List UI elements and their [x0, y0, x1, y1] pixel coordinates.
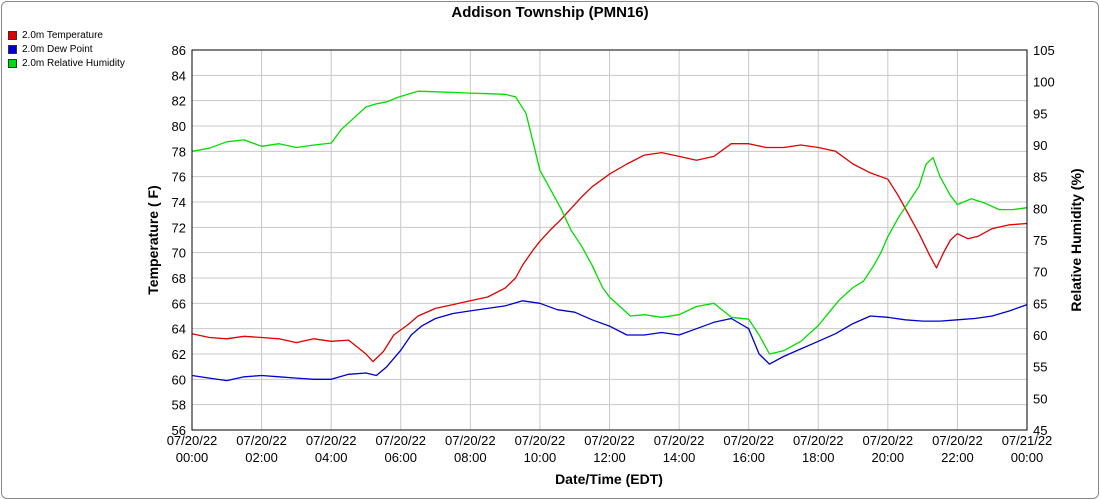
- x-tick-label-date: 07/20/22: [515, 433, 566, 448]
- x-tick-label-date: 07/20/22: [863, 433, 914, 448]
- x-tick-label-date: 07/20/22: [236, 433, 287, 448]
- x-tick-label-date: 07/20/22: [167, 433, 218, 448]
- y-tick-label-right: 65: [1033, 296, 1047, 311]
- x-tick-label-date: 07/21/22: [1002, 433, 1053, 448]
- x-tick-label-time: 04:00: [315, 450, 348, 465]
- y-tick-label-left: 58: [172, 398, 186, 413]
- x-axis-title: Date/Time (EDT): [555, 471, 663, 487]
- y-tick-label-left: 74: [172, 195, 186, 210]
- y-tick-label-left: 60: [172, 372, 186, 387]
- grid-lines: [191, 49, 1028, 431]
- y-tick-label-right: 80: [1033, 201, 1047, 216]
- x-tick-label-time: 16:00: [732, 450, 765, 465]
- chart-title: Addison Township (PMN16): [451, 4, 649, 21]
- x-tick-label-time: 08:00: [454, 450, 487, 465]
- x-tick-label-time: 22:00: [941, 450, 974, 465]
- x-tick-label-time: 12:00: [593, 450, 626, 465]
- series-line-temperature: [191, 143, 1028, 363]
- x-tick-label-time: 00:00: [1011, 450, 1044, 465]
- y-axis-title-left: Temperature ( F): [145, 185, 161, 294]
- series-lines: [191, 90, 1028, 382]
- legend-label-dew-point: 2.0m Dew Point: [22, 43, 93, 55]
- x-tick-label-time: 14:00: [663, 450, 696, 465]
- legend-swatch-temperature: [8, 30, 17, 40]
- y-tick-label-right: 60: [1033, 328, 1047, 343]
- x-tick-label-date: 07/20/22: [932, 433, 983, 448]
- y-tick-label-right: 85: [1033, 170, 1047, 185]
- y-tick-label-left: 62: [172, 347, 186, 362]
- y-tick-label-left: 68: [172, 271, 186, 286]
- y-tick-label-right: 100: [1033, 75, 1055, 90]
- x-tick-label-date: 07/20/22: [793, 433, 844, 448]
- legend-label-temperature: 2.0m Temperature: [22, 29, 103, 41]
- legend-item-dew-point: 2.0m Dew Point: [8, 42, 125, 56]
- x-tick-label-date: 07/20/22: [584, 433, 635, 448]
- x-tick-label-time: 00:00: [176, 450, 209, 465]
- x-tick-label-time: 06:00: [384, 450, 417, 465]
- plot-area-border: [191, 49, 1028, 431]
- y-tick-label-right: 70: [1033, 265, 1047, 280]
- legend-item-relative-humidity: 2.0m Relative Humidity: [8, 56, 125, 70]
- series-line-dew-point: [191, 300, 1028, 382]
- y-tick-label-left: 64: [172, 322, 186, 337]
- y-tick-label-right: 90: [1033, 138, 1047, 153]
- y-tick-label-left: 84: [172, 68, 186, 83]
- y-tick-label-right: 105: [1033, 43, 1055, 58]
- x-tick-label-date: 07/20/22: [306, 433, 357, 448]
- legend-label-relative-humidity: 2.0m Relative Humidity: [22, 57, 125, 69]
- x-tick-label-date: 07/20/22: [375, 433, 426, 448]
- legend-item-temperature: 2.0m Temperature: [8, 28, 125, 42]
- x-tick-label-time: 20:00: [872, 450, 905, 465]
- series-line-relative-humidity: [191, 90, 1028, 355]
- y-tick-label-left: 82: [172, 94, 186, 109]
- y-tick-label-left: 56: [172, 423, 186, 438]
- y-tick-label-left: 80: [172, 119, 186, 134]
- x-tick-label-time: 18:00: [802, 450, 835, 465]
- y-tick-label-left: 66: [172, 296, 186, 311]
- y-tick-label-left: 78: [172, 144, 186, 159]
- x-tick-label-date: 07/20/22: [445, 433, 496, 448]
- tick-labels: 56 58 60 62 64 66 68 70 72 74 76 78 80 82 84 86 45 50 55 60…: [167, 43, 1055, 465]
- y-tick-label-right: 95: [1033, 106, 1047, 121]
- y-tick-label-left: 76: [172, 170, 186, 185]
- y-axis-title-right: Relative Humidity (%): [1068, 168, 1084, 311]
- y-tick-label-right: 55: [1033, 360, 1047, 375]
- legend-swatch-dew-point: [8, 44, 17, 54]
- y-tick-label-left: 72: [172, 220, 186, 235]
- y-tick-label-right: 45: [1033, 423, 1047, 438]
- y-tick-label-left: 86: [172, 43, 186, 58]
- x-tick-label-date: 07/20/22: [723, 433, 774, 448]
- y-tick-label-right: 50: [1033, 391, 1047, 406]
- y-tick-label-right: 75: [1033, 233, 1047, 248]
- chart-legend: 2.0m Temperature 2.0m Dew Point 2.0m Rel…: [8, 28, 125, 70]
- x-tick-label-date: 07/20/22: [654, 433, 705, 448]
- y-tick-label-left: 70: [172, 246, 186, 261]
- legend-swatch-relative-humidity: [8, 58, 17, 68]
- x-tick-label-time: 02:00: [245, 450, 278, 465]
- x-tick-label-time: 10:00: [524, 450, 557, 465]
